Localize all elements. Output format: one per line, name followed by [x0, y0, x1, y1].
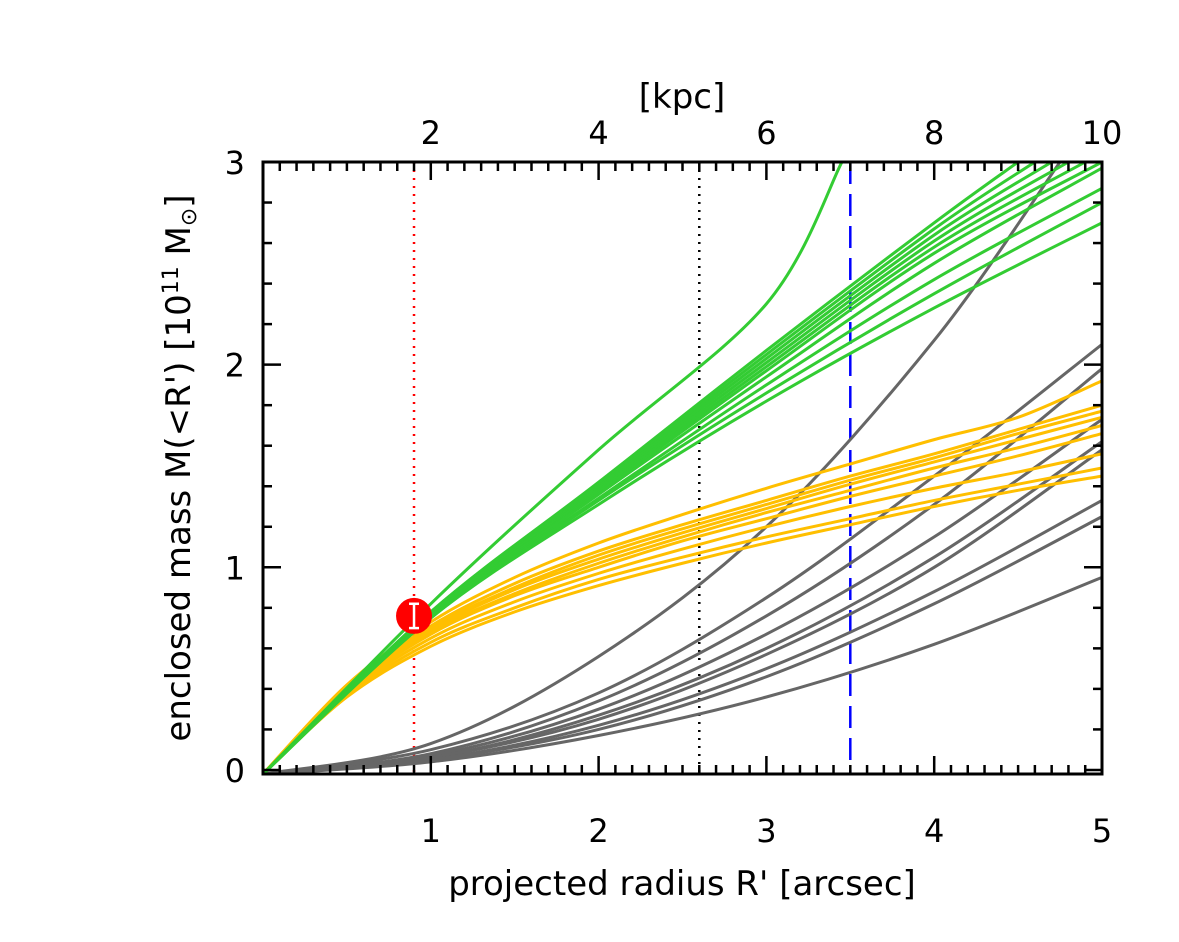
top-axis-title: [kpc] — [639, 77, 726, 117]
series-line-gray-24 — [263, 418, 1102, 774]
series-line-orange-18 — [263, 452, 1102, 774]
x-tick-label: 2 — [588, 812, 608, 850]
x-axis-title: projected radius R' [arcsec] — [448, 864, 916, 904]
plot-border — [261, 160, 1104, 776]
data-marker — [396, 597, 433, 634]
series-line-orange-17 — [263, 432, 1102, 774]
series-line-green-11 — [263, 221, 1102, 774]
y-tick-label: 1 — [225, 549, 245, 587]
top-tick-label: 4 — [588, 114, 608, 152]
y-axis-title-main: enclosed mass M(<R') [10 — [159, 294, 199, 741]
svg-text:enclosed mass M(<R') [1011 M: enclosed mass M(<R') [1011 M⊙] — [159, 194, 202, 741]
series-lines — [263, 162, 1102, 774]
series-line-gray-21 — [263, 162, 1062, 774]
axis-labels: projected radius R' [arcsec] [kpc] enclo… — [159, 77, 1122, 904]
series-line-gray-28 — [263, 515, 1102, 774]
plot-frame — [261, 160, 1104, 776]
top-tick-label: 6 — [756, 114, 776, 152]
top-tick-label: 8 — [924, 114, 944, 152]
top-tick-label: 2 — [421, 114, 441, 152]
y-axis-title-exponent: 11 — [159, 266, 184, 294]
top-tick-label: 10 — [1082, 114, 1123, 152]
series-line-orange-16 — [263, 423, 1102, 774]
series-line-green-7 — [263, 162, 1102, 774]
y-axis-title-unit: M — [159, 226, 199, 266]
series-line-orange-19 — [263, 466, 1102, 774]
series-line-green-1 — [263, 162, 844, 774]
series-line-gray-22 — [263, 343, 1102, 774]
y-tick-label: 2 — [225, 347, 245, 385]
x-tick-label: 3 — [756, 812, 776, 850]
y-axis-title: enclosed mass M(<R') [1011 M⊙] — [159, 194, 202, 741]
x-tick-label: 1 — [421, 812, 441, 850]
x-tick-label: 4 — [924, 812, 944, 850]
y-tick-label: 3 — [225, 144, 245, 182]
x-tick-label: 5 — [1092, 812, 1112, 850]
y-tick-label: 0 — [225, 752, 245, 790]
series-line-orange-20 — [263, 474, 1102, 774]
series-line-gray-26 — [263, 448, 1102, 774]
y-axis-title-unit-sub: ⊙ — [177, 208, 202, 226]
series-line-gray-29 — [263, 576, 1102, 774]
y-axis-title-close: ] — [159, 194, 199, 207]
reference-lines — [412, 162, 852, 774]
